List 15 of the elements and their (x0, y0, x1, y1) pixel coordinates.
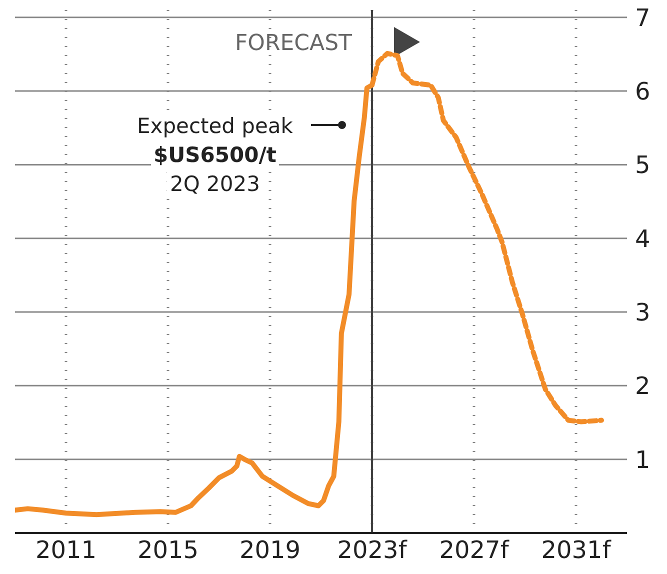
x-tick-label: 2023f (337, 536, 408, 564)
x-tick-label: 2015 (137, 536, 199, 564)
y-tick-label: 7 (635, 4, 650, 32)
y-tick-label: 5 (635, 151, 650, 180)
x-tick-label: 2019 (239, 536, 301, 564)
x-tick-label: 2027f (439, 536, 510, 564)
annotation: Expected peak $US6500/t 2Q 2023 (136, 114, 294, 196)
ref-line-label: FORECAST (235, 31, 353, 56)
x-tick-label: 2031f (541, 536, 612, 564)
y-tick-label: 6 (635, 78, 650, 106)
y-tick-label: 2 (635, 372, 650, 400)
y-tick-label: 3 (635, 298, 650, 327)
y-tick-label: 4 (635, 224, 650, 253)
y-tick-label: 1 (635, 446, 650, 474)
x-tick-label: 2011 (35, 536, 97, 564)
